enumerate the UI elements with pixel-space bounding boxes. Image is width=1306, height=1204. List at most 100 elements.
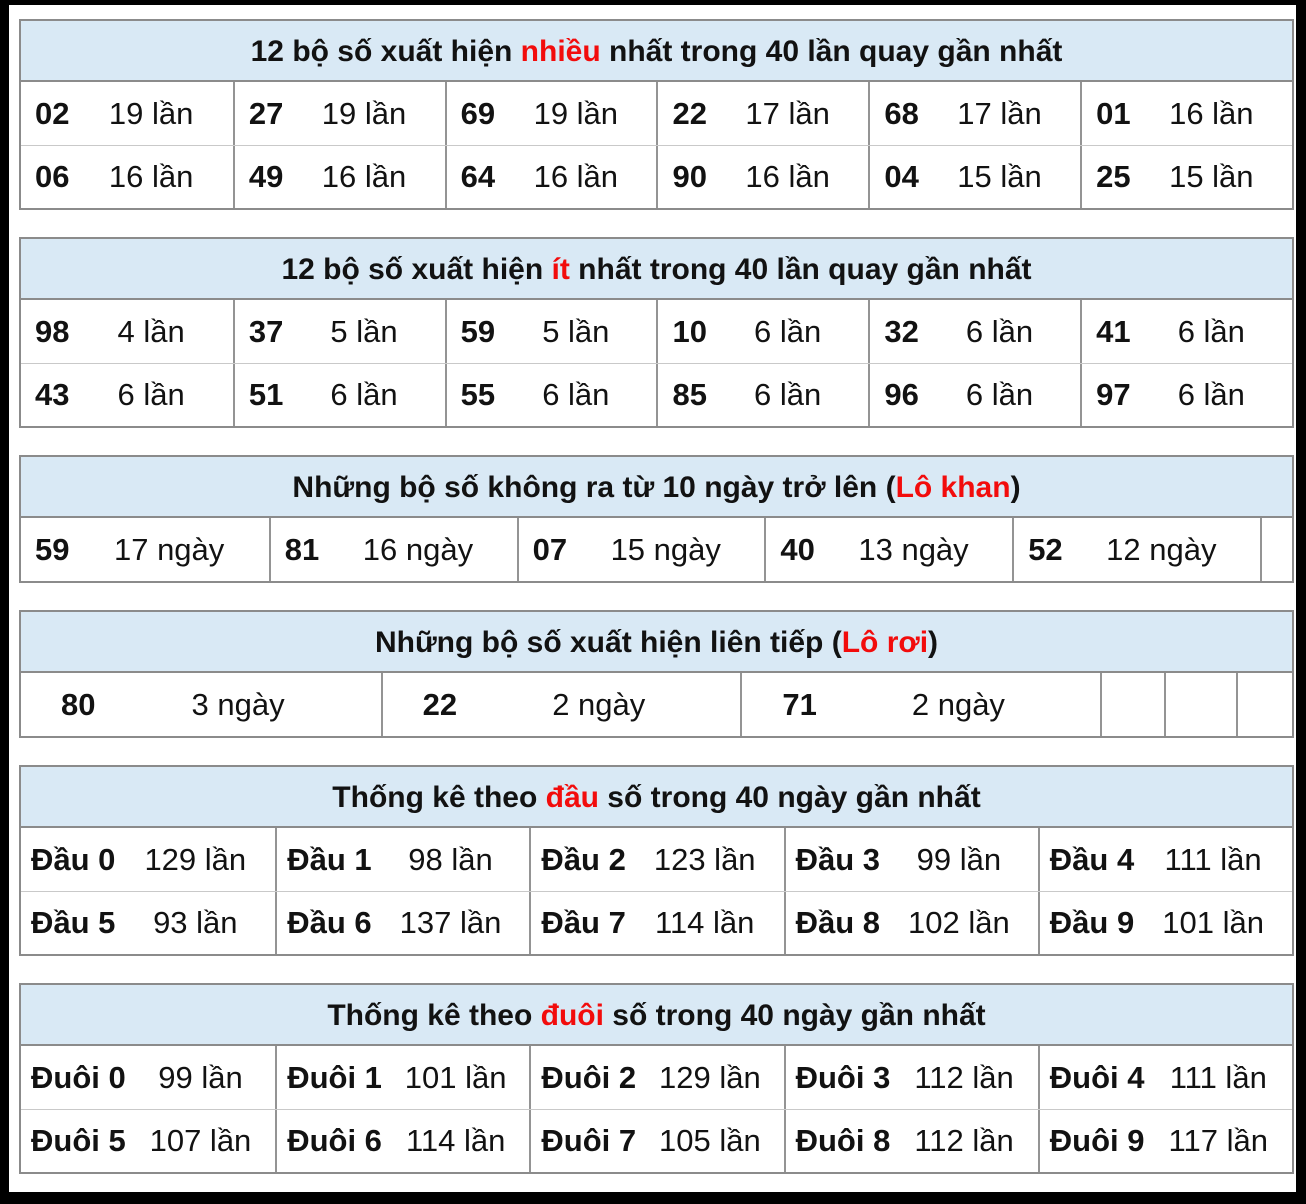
stat-cell: Đầu 5 93 lần [21,892,275,954]
stat-key: Đầu 1 [287,841,372,877]
stat-key: Đầu 2 [541,841,626,877]
stat-key: Đầu 9 [1049,905,1135,940]
table-rows: 80 3 ngày 22 2 ngày 71 2 ngày [21,673,1292,736]
blank-cell [1163,673,1236,736]
title-post: nhất trong 40 lần quay gần nhất [569,253,1032,286]
blank-cell [1099,673,1164,736]
stat-cell: Đuôi 6 114 lần [275,1110,529,1172]
stat-value: 16 lần [1169,95,1254,131]
stat-key: 68 [884,95,919,131]
table-row: Đầu 0 129 lần Đầu 1 98 lần Đầu 2 123 lần Đầu 3… [21,828,1292,891]
stat-cell: 22 17 lần [656,82,868,145]
stat-cell: Đuôi 5 107 lần [21,1110,275,1172]
stat-cell: Đầu 3 99 lần [783,828,1038,891]
stat-value: 12 ngày [1106,531,1217,567]
stat-key: 02 [35,95,70,131]
stat-key: 81 [284,531,320,567]
stat-cell: 80 3 ngày [21,673,381,736]
stat-cell: 07 15 ngày [516,518,765,581]
title-post: số trong 40 ngày gần nhất [598,781,981,814]
stat-cell: 59 5 lần [444,300,657,363]
stat-value: 105 lần [659,1123,761,1158]
stat-value: 19 lần [108,95,194,131]
table-title: Những bộ số xuất hiện liên tiếp (Lô rơi) [21,612,1292,673]
stat-key: 06 [35,159,70,194]
stat-key: 90 [672,159,707,194]
table-row: 98 4 lần 37 5 lần 59 5 lần 10 6 lần 32 6 lần 41 6 l… [21,300,1292,363]
title-post: ) [1010,471,1021,504]
stat-value: 16 lần [745,159,830,194]
table-row: Đầu 5 93 lần Đầu 6 137 lần Đầu 7 114 lần Đầu 8… [21,891,1292,954]
table-rows: 02 19 lần 27 19 lần 69 19 lần 22 17 lần 68 17 lần… [21,82,1292,208]
stat-value: 17 lần [745,95,830,131]
stat-cell: Đầu 2 123 lần [529,828,783,891]
stat-key: 41 [1096,313,1131,349]
stat-value: 19 lần [533,95,619,131]
stat-key: Đầu 5 [31,905,116,940]
stat-cell: Đuôi 0 99 lần [21,1046,275,1109]
table-title: Thống kê theo đuôi số trong 40 ngày gần … [21,985,1292,1046]
stat-key: 32 [884,313,919,349]
title-post: ) [928,626,939,659]
stat-value: 114 lần [405,1123,506,1158]
stat-key: 96 [884,377,919,412]
title-pre: 12 bộ số xuất hiện [281,253,552,286]
stat-cell: 81 16 ngày [268,518,517,581]
stat-cell: 06 16 lần [21,146,233,208]
stat-value: 6 lần [1177,377,1245,412]
stat-value: 101 lần [1162,905,1264,940]
title-pre: Thống kê theo [327,999,541,1032]
stat-key: Đầu 3 [795,841,881,877]
stat-key: 71 [782,686,817,722]
stat-cell: 02 19 lần [21,82,233,145]
stat-key: 59 [460,313,496,349]
title-highlight: nhiều [520,35,601,68]
stat-value: 3 ngày [191,686,285,722]
stat-value: 99 lần [916,841,1002,877]
stat-value: 114 lần [655,905,755,940]
table-dau-stats: Thống kê theo đầu số trong 40 ngày gần n… [19,765,1294,956]
table-least-frequent: 12 bộ số xuất hiện ít nhất trong 40 lần … [19,237,1294,428]
table-rows: 98 4 lần 37 5 lần 59 5 lần 10 6 lần 32 6 lần 41 6 l… [21,300,1292,426]
stat-value: 16 lần [533,159,619,194]
stat-value: 102 lần [908,905,1010,940]
stat-cell: Đuôi 9 117 lần [1037,1110,1292,1172]
stat-cell: Đuôi 4 111 lần [1037,1046,1292,1109]
stat-value: 4 lần [117,313,185,349]
title-pre: Thống kê theo [332,781,546,814]
table-title: 12 bộ số xuất hiện ít nhất trong 40 lần … [21,239,1292,300]
stat-key: Đuôi 1 [287,1059,382,1095]
stat-key: 55 [460,377,496,412]
stat-value: 16 ngày [362,531,474,567]
stat-value: 112 lần [914,1123,1014,1158]
stat-value: 99 lần [158,1059,243,1095]
stat-key: Đuôi 0 [31,1059,126,1095]
stat-key: 37 [248,313,284,349]
stat-cell: 22 2 ngày [380,673,741,736]
stat-key: 43 [35,377,70,412]
stat-key: 85 [672,377,707,412]
title-pre: Những bộ số xuất hiện liên tiếp ( [374,626,842,659]
table-row: Đuôi 0 99 lần Đuôi 1 101 lần Đuôi 2 129 lần Đu… [21,1046,1292,1109]
stat-cell: Đuôi 3 112 lần [783,1046,1038,1109]
stat-key: Đầu 4 [1049,841,1135,877]
table-row: 43 6 lần 51 6 lần 55 6 lần 85 6 lần 96 6 lần 97 6 l… [21,363,1292,426]
title-pre: Những bộ số không ra từ 10 ngày trở lên … [292,471,896,504]
stat-cell: Đầu 1 98 lần [275,828,529,891]
stat-cell: 71 2 ngày [740,673,1100,736]
stat-value: 93 lần [153,905,238,940]
stat-value: 2 ngày [552,686,646,722]
stat-key: Đuôi 6 [287,1123,382,1158]
stat-cell: 04 15 lần [868,146,1080,208]
stat-key: Đầu 0 [31,841,116,877]
stat-key: 40 [780,531,815,567]
stat-cell: 90 16 lần [656,146,868,208]
table-title: Thống kê theo đầu số trong 40 ngày gần n… [21,767,1292,828]
stat-cell: 49 16 lần [232,146,445,208]
table-rows: Đầu 0 129 lần Đầu 1 98 lần Đầu 2 123 lần Đầu 3… [21,828,1292,954]
stat-value: 6 lần [330,377,398,412]
stat-key: 04 [884,159,919,194]
stat-value: 13 ngày [858,531,969,567]
stat-key: 49 [248,159,284,194]
table-row: 06 16 lần 49 16 lần 64 16 lần 90 16 lần 04 15 lần… [21,145,1292,208]
